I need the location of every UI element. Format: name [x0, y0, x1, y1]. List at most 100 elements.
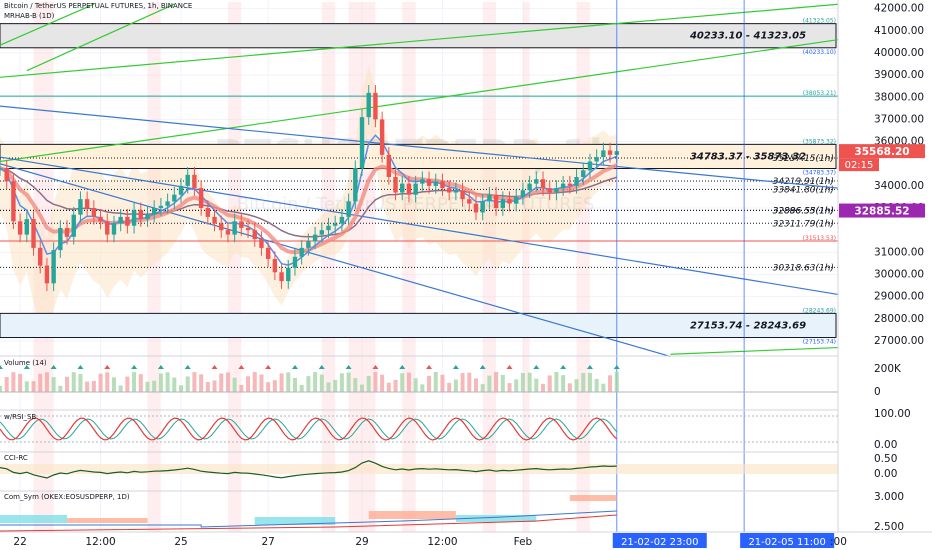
volume-bar: [58, 385, 63, 392]
time-tick-label: Feb: [514, 536, 533, 548]
volume-bar: [212, 380, 217, 392]
candle-body: [78, 199, 83, 215]
cci-pane-label: CCI-RC: [4, 454, 28, 462]
volume-bar: [179, 385, 184, 392]
volume-bar: [272, 380, 277, 392]
zone-bottom-tag: (40233.10): [803, 49, 836, 56]
comp-line-2: [0, 514, 617, 532]
comp-block: [569, 495, 617, 501]
candle-body: [473, 203, 479, 213]
candle-body: [534, 179, 539, 184]
candle-body: [272, 258, 278, 273]
volume-bar: [554, 372, 559, 392]
price-tick-label: 41000.00: [874, 25, 924, 37]
volume-bar: [11, 372, 16, 392]
candle-body: [84, 199, 90, 209]
cursor-time-badge-bg: [740, 533, 835, 548]
level-label: 35257.15(1h): [773, 154, 834, 164]
volume-bar: [594, 378, 599, 392]
price-tick-label: 37000.00: [874, 113, 924, 125]
volume-marker: [23, 365, 30, 369]
volume-bar: [286, 372, 291, 392]
volume-bar: [453, 379, 458, 392]
cursor-time-badge-bg: [612, 533, 707, 548]
candle-body: [178, 185, 184, 195]
volume-bar: [574, 379, 579, 392]
volume-bar: [138, 374, 143, 392]
volume-bar: [65, 376, 70, 392]
volume-bar: [326, 382, 331, 392]
level-tag: (38053.21): [803, 90, 836, 97]
volume-bar: [373, 372, 378, 392]
volume-bar: [252, 372, 257, 392]
level-label: 30318.63(1h): [773, 263, 834, 273]
candle-body: [286, 267, 291, 282]
zone-box: [0, 312, 837, 339]
countdown-bg: [839, 158, 879, 172]
volume-bar: [460, 373, 465, 392]
candle-body: [192, 174, 197, 189]
volume-bar: [185, 376, 190, 392]
volume-bar: [225, 372, 230, 392]
volume-bar: [380, 374, 385, 392]
volume-bar: [172, 377, 177, 392]
candle-body: [239, 221, 244, 228]
volume-bar: [487, 375, 492, 392]
rsi-tick-label: 100.00: [874, 408, 911, 420]
comp-block: [0, 515, 68, 523]
volume-bar: [393, 379, 398, 392]
candle-body: [265, 247, 271, 259]
volume-bar: [259, 374, 264, 392]
cci-tick-label: 0.50: [874, 453, 897, 465]
comp-block: [455, 515, 537, 522]
candle-body: [64, 227, 70, 237]
candle-body: [319, 230, 324, 235]
candle-body: [607, 150, 613, 155]
volume-bar: [91, 380, 96, 392]
time-tick-label: 25: [174, 536, 187, 548]
price-badge-bg: [839, 203, 925, 218]
volume-marker: [0, 365, 3, 369]
price-badge: 32885.52: [854, 206, 909, 218]
comp-block: [368, 511, 456, 519]
candle-body: [165, 201, 170, 206]
candle-body: [594, 157, 599, 162]
candle-body: [379, 119, 385, 155]
candle-body: [520, 190, 526, 197]
price-tick-label: 31000.00: [874, 246, 924, 258]
volume-bar: [319, 374, 324, 392]
candle-body: [105, 221, 110, 235]
volume-bar: [473, 378, 478, 392]
candle-body: [493, 194, 499, 209]
rsi-tick-label: 0.00: [874, 439, 897, 451]
zone-label: 34783.37 - 35873.32: [690, 151, 806, 162]
volume-bar: [24, 381, 29, 392]
price-tick-label: 30000.00: [874, 268, 924, 280]
price-tick-label: 28000.00: [874, 313, 924, 325]
volume-bar: [78, 374, 83, 392]
volume-bar: [366, 375, 371, 392]
time-tick-label: 12:00: [427, 536, 457, 548]
volume-bar: [360, 384, 365, 392]
volume-bar: [192, 372, 197, 392]
comp-tick-label: 3.000: [874, 491, 904, 503]
study-title: MRHAB-B (1D): [4, 12, 55, 20]
candle-body: [131, 210, 137, 226]
level-tag: (31513.53): [803, 235, 836, 242]
volume-bar: [239, 385, 244, 392]
volume-bar: [232, 377, 237, 392]
volume-bar: [98, 373, 103, 392]
candle-body: [339, 216, 345, 224]
volume-bar: [44, 372, 49, 392]
price-tick-label: 27000.00: [874, 335, 924, 347]
volume-bar: [0, 386, 2, 392]
comp-line: [0, 510, 617, 528]
cursor-time-label: 21-02-02 23:00: [621, 537, 698, 548]
green-trendline: [0, 39, 839, 163]
volume-bar: [601, 383, 606, 392]
volume-bar: [145, 381, 150, 392]
volume-marker: [104, 365, 111, 369]
cci-line: [0, 460, 617, 479]
